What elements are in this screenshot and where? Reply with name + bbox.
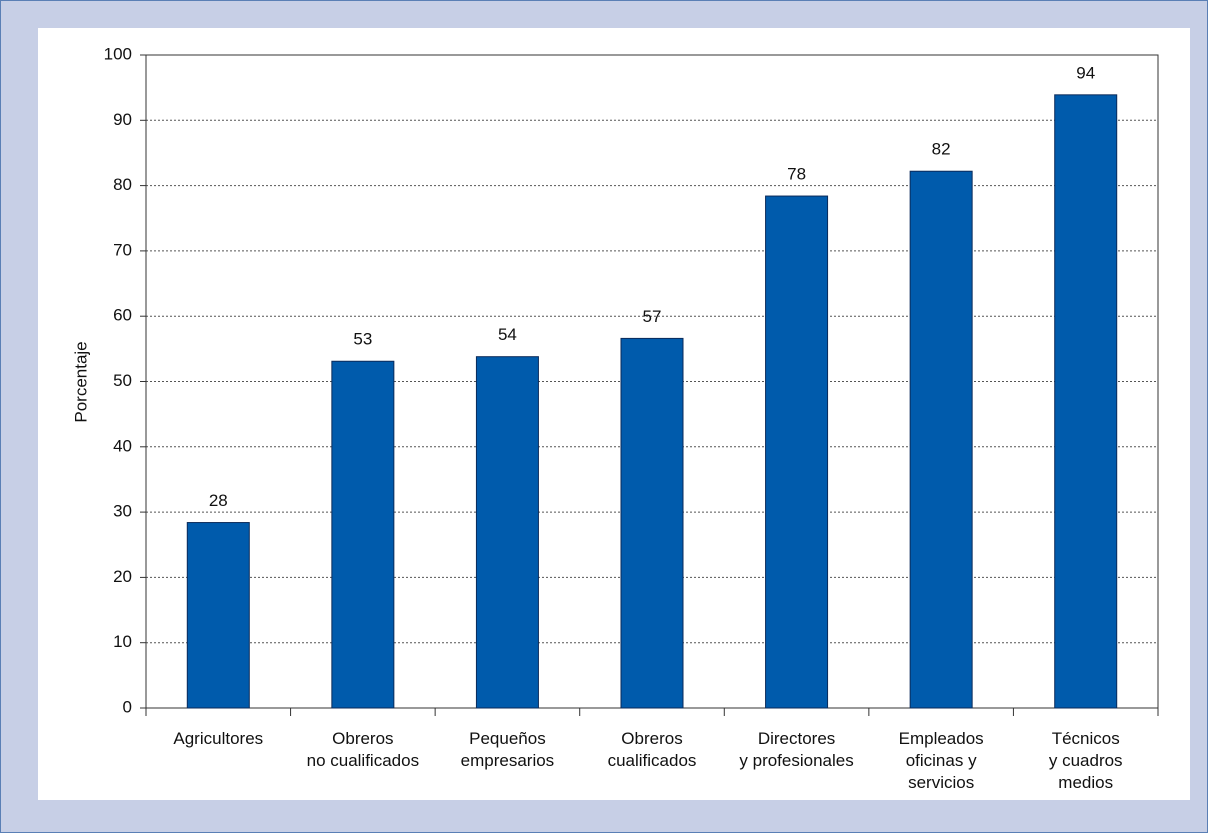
x-tick-label: Pequeños empresarios bbox=[461, 729, 555, 770]
value-label: 57 bbox=[643, 307, 662, 326]
value-label: 54 bbox=[498, 325, 517, 344]
y-tick-label: 20 bbox=[113, 567, 132, 586]
y-tick-label: 10 bbox=[113, 632, 132, 651]
value-label: 78 bbox=[787, 165, 806, 184]
y-tick-label: 90 bbox=[113, 110, 132, 129]
x-tick-label-line: Pequeños bbox=[469, 729, 546, 748]
y-tick-label: 70 bbox=[113, 240, 132, 259]
bar bbox=[475, 356, 539, 709]
x-tick-label-line: Técnicos bbox=[1052, 729, 1120, 748]
bar bbox=[909, 170, 973, 709]
x-tick-label-line: Directores bbox=[758, 729, 835, 748]
y-tick-label: 100 bbox=[104, 44, 132, 63]
y-tick-label: 80 bbox=[113, 175, 132, 194]
y-tick-label: 50 bbox=[113, 371, 132, 390]
value-label: 28 bbox=[209, 491, 228, 510]
x-tick-label: Agricultores bbox=[173, 729, 263, 748]
bar bbox=[186, 522, 250, 709]
x-tick-label-line: no cualificados bbox=[307, 751, 419, 770]
x-tick-label-line: empresarios bbox=[461, 751, 555, 770]
value-label: 53 bbox=[353, 330, 372, 349]
y-tick-label: 60 bbox=[113, 306, 132, 325]
y-tick-label: 40 bbox=[113, 436, 132, 455]
x-tick-label: Empleados oficinas y servicios bbox=[899, 729, 984, 792]
y-tick-label: 30 bbox=[113, 502, 132, 521]
x-tick-label: Obreros cualificados bbox=[608, 729, 697, 770]
value-label: 82 bbox=[932, 140, 951, 159]
x-tick-label: Obreros no cualificados bbox=[307, 729, 419, 770]
x-tick-label-line: servicios bbox=[908, 773, 974, 792]
x-tick-label-line: medios bbox=[1058, 773, 1113, 792]
bar bbox=[331, 360, 395, 709]
x-tick-label-line: Obreros bbox=[621, 729, 682, 748]
x-tick-label-line: oficinas y bbox=[906, 751, 977, 770]
x-tick-label: Técnicos y cuadros medios bbox=[1049, 729, 1123, 792]
x-tick-label: Directores y profesionales bbox=[739, 729, 853, 770]
x-tick-label-line: Obreros bbox=[332, 729, 393, 748]
x-tick-label-line: y cuadros bbox=[1049, 751, 1123, 770]
x-tick-label-line: Agricultores bbox=[173, 729, 263, 748]
x-tick-label-line: y profesionales bbox=[739, 751, 853, 770]
bar bbox=[765, 195, 829, 709]
value-label: 94 bbox=[1076, 63, 1095, 82]
x-tick-label-line: cualificados bbox=[608, 751, 697, 770]
y-tick-label: 0 bbox=[123, 697, 132, 716]
x-tick-label-line: Empleados bbox=[899, 729, 984, 748]
y-axis-label: Porcentaje bbox=[71, 341, 90, 422]
bar bbox=[1054, 94, 1118, 709]
bar bbox=[620, 337, 684, 709]
